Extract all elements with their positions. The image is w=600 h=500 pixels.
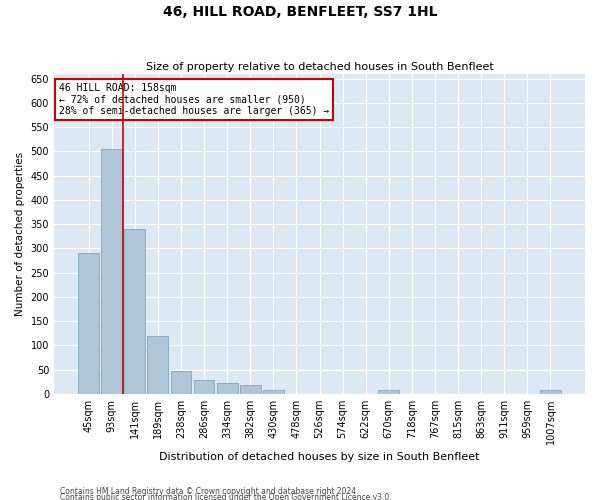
Bar (379, 390, 399, 394)
Bar (78, 253, 99, 394)
Y-axis label: Number of detached properties: Number of detached properties (15, 152, 25, 316)
Text: Contains public sector information licensed under the Open Government Licence v3: Contains public sector information licen… (60, 492, 392, 500)
Title: Size of property relative to detached houses in South Benfleet: Size of property relative to detached ho… (146, 62, 493, 72)
Text: 46 HILL ROAD: 158sqm
← 72% of detached houses are smaller (950)
28% of semi-deta: 46 HILL ROAD: 158sqm ← 72% of detached h… (59, 84, 329, 116)
Text: 46, HILL ROAD, BENFLEET, SS7 1HL: 46, HILL ROAD, BENFLEET, SS7 1HL (163, 5, 437, 19)
Bar (124, 229, 145, 394)
Text: Contains HM Land Registry data © Crown copyright and database right 2024.: Contains HM Land Registry data © Crown c… (60, 486, 359, 496)
Bar (148, 336, 168, 394)
X-axis label: Distribution of detached houses by size in South Benfleet: Distribution of detached houses by size … (159, 452, 480, 462)
Bar (263, 390, 284, 394)
Bar (194, 380, 214, 394)
Bar (101, 149, 122, 394)
Bar (217, 384, 238, 394)
Bar (170, 370, 191, 394)
Bar (240, 385, 260, 394)
Bar (540, 390, 561, 394)
